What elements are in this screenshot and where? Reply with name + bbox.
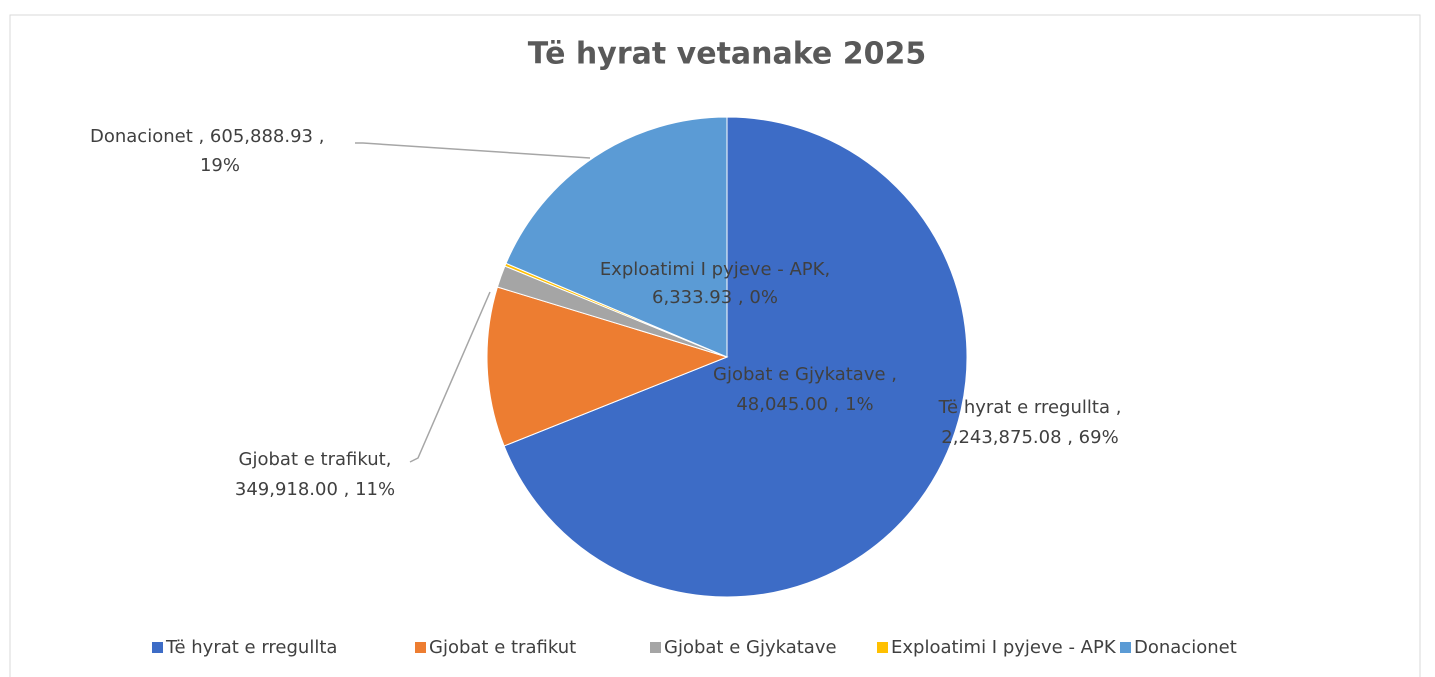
legend-label: Të hyrat e rregullta <box>165 637 337 658</box>
legend-swatch <box>1120 642 1131 653</box>
legend-label: Donacionet <box>1134 637 1237 658</box>
pie-slice <box>505 116 728 358</box>
leader-line <box>409 291 491 463</box>
legend-label: Gjobat e Gjykatave <box>664 637 837 658</box>
chart-title: Të hyrat vetanake 2025 <box>528 37 926 72</box>
legend-swatch <box>650 642 661 653</box>
legend-swatch <box>152 642 163 653</box>
data-label: Të hyrat e rregullta , <box>938 397 1122 418</box>
data-label: Gjobat e trafikut, <box>239 449 392 470</box>
pie-slice <box>486 286 729 447</box>
legend-swatch <box>415 642 426 653</box>
data-label: 6,333.93 , 0% <box>652 287 778 308</box>
data-label: Exploatimi I pyjeve - APK, <box>600 259 830 280</box>
leader-line <box>355 142 591 159</box>
data-label: 2,243,875.08 , 69% <box>941 427 1118 448</box>
legend-label: Exploatimi I pyjeve - APK <box>891 637 1117 658</box>
pie-slice <box>503 116 968 598</box>
legend-label: Gjobat e trafikut <box>429 637 576 658</box>
legend-swatch <box>877 642 888 653</box>
data-label: 48,045.00 , 1% <box>736 394 873 415</box>
data-label: 19% <box>200 155 240 176</box>
data-label: Gjobat e Gjykatave , <box>713 364 897 385</box>
data-label: Donacionet , 605,888.93 , <box>90 126 324 147</box>
data-label: 349,918.00 , 11% <box>235 479 395 500</box>
